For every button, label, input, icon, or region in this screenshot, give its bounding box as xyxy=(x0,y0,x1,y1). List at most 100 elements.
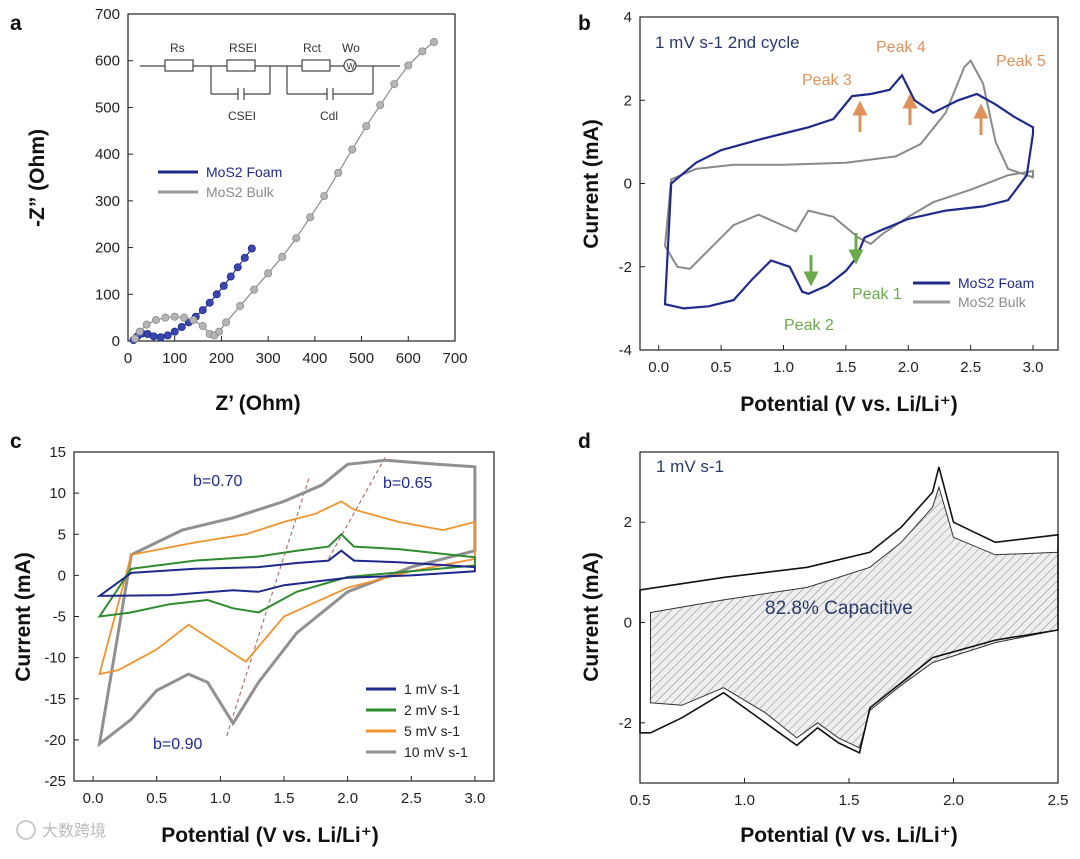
legend-b-bulk: MoS2 Bulk xyxy=(958,294,1027,310)
y-tick-label: 10 xyxy=(49,485,66,502)
x-tick-label: 3.0 xyxy=(1023,359,1044,376)
data-point xyxy=(170,327,179,336)
x-tick-label: 0.0 xyxy=(648,359,669,376)
x-tick-label: 1.0 xyxy=(773,359,794,376)
x-tick-label: 3.0 xyxy=(464,790,485,807)
data-point xyxy=(278,252,287,261)
y-tick-label: 2 xyxy=(624,92,632,109)
data-point xyxy=(233,263,242,272)
y-tick-label: 300 xyxy=(95,193,120,210)
x-tick-label: 2.5 xyxy=(401,790,422,807)
total-cv-curve xyxy=(639,466,1059,755)
legend-a-bulk: MoS2 Bulk xyxy=(206,184,275,200)
y-tick-label: 0 xyxy=(112,333,120,350)
data-point xyxy=(236,301,245,310)
data-point xyxy=(429,38,438,47)
y-tick-label: -25 xyxy=(44,773,66,790)
legend-c-5: 5 mV s-1 xyxy=(404,723,460,739)
y-tick-label: 2 xyxy=(624,514,632,531)
circuit-csei-label: CSEI xyxy=(228,109,256,123)
y-tick-label: 0 xyxy=(624,615,632,632)
x-tick-label: 400 xyxy=(302,350,327,367)
cv-curve-2 xyxy=(98,500,476,676)
data-point xyxy=(250,285,259,294)
x-tick-label: 2.5 xyxy=(960,359,981,376)
b-value-065: b=0.65 xyxy=(383,475,432,492)
b-value-090: b=0.90 xyxy=(153,736,202,753)
cv-curve-bulk xyxy=(663,59,1034,270)
capacitive-area xyxy=(650,485,1059,749)
panel-b-data xyxy=(663,59,1035,310)
panel-c-ticks: 0.0 0.5 1.0 1.5 2.0 2.5 3.0 -25 -20 -15 -10 -5 0 5 10 1… xyxy=(44,444,485,807)
data-point xyxy=(240,253,249,262)
y-tick-label: 0 xyxy=(624,176,632,193)
panel-d-data xyxy=(639,466,1059,755)
data-point xyxy=(198,306,207,315)
legend-c-2: 2 mV s-1 xyxy=(404,702,460,718)
data-point xyxy=(376,101,385,110)
watermark-text: 大数跨境 xyxy=(42,821,106,840)
panel-b-ylabel: Current (mA) xyxy=(580,119,603,249)
x-tick-label: 2.0 xyxy=(337,790,358,807)
panel-a-label: a xyxy=(10,12,22,35)
x-tick-label: 1.5 xyxy=(839,792,860,809)
equivalent-circuit xyxy=(140,58,400,100)
panel-c-data xyxy=(96,455,477,748)
x-tick-label: 1.5 xyxy=(835,359,856,376)
y-tick-label: 400 xyxy=(95,146,120,163)
panel-d-ylabel: Current (mA) xyxy=(580,552,603,682)
data-point xyxy=(264,269,273,278)
x-tick-label: 2.0 xyxy=(943,792,964,809)
y-tick-label: -10 xyxy=(44,650,66,667)
y-tick-label: 5 xyxy=(58,526,66,543)
panel-b-label: b xyxy=(578,12,591,35)
x-tick-label: 200 xyxy=(209,350,234,367)
data-point xyxy=(320,192,329,201)
legend-c-10: 10 mV s-1 xyxy=(404,744,468,760)
y-tick-label: -5 xyxy=(53,609,66,626)
data-point xyxy=(142,320,151,329)
data-point xyxy=(362,122,371,131)
peak5-label: Peak 5 xyxy=(996,53,1046,70)
panel-d-label: d xyxy=(578,430,591,453)
data-point xyxy=(418,47,427,56)
x-tick-label: 0.5 xyxy=(630,792,651,809)
data-point xyxy=(180,313,189,322)
panel-a-ylabel: -Z” (Ohm) xyxy=(26,129,49,227)
panel-d: 0.5 1.0 1.5 2.0 2.5 -2 0 2 1 mV s-1 82.8% Capac… xyxy=(580,451,1069,847)
panel-c-xlabel: Potential (V vs. Li/Li⁺) xyxy=(161,824,379,847)
data-point xyxy=(334,168,343,177)
panel-b-note: 1 mV s-1 2nd cycle xyxy=(655,33,800,52)
y-tick-label: 0 xyxy=(58,567,66,584)
y-tick-label: 700 xyxy=(95,6,120,23)
y-tick-label: -4 xyxy=(619,342,632,359)
x-tick-label: 700 xyxy=(442,350,467,367)
y-tick-label: 4 xyxy=(624,9,632,26)
circuit-rsei-label: RSEI xyxy=(229,41,257,55)
data-point xyxy=(212,290,221,299)
x-tick-label: 2.5 xyxy=(1048,792,1069,809)
circuit-rct-label: Rct xyxy=(303,41,322,55)
capacitive-fraction-label: 82.8% Capacitive xyxy=(765,598,913,619)
data-point xyxy=(170,312,179,321)
circuit-cdl-label: Cdl xyxy=(320,109,338,123)
cv-curve-0 xyxy=(96,549,476,597)
data-point xyxy=(149,332,158,341)
data-point xyxy=(219,281,228,290)
legend-a-foam: MoS2 Foam xyxy=(206,164,282,180)
x-tick-label: 0.5 xyxy=(146,790,167,807)
panel-d-ticks: 0.5 1.0 1.5 2.0 2.5 -2 0 2 xyxy=(619,514,1069,809)
data-point xyxy=(348,145,357,154)
panel-d-xlabel: Potential (V vs. Li/Li⁺) xyxy=(740,824,958,847)
data-point xyxy=(198,322,207,331)
x-tick-label: 1.0 xyxy=(210,790,231,807)
panel-a-ticks: 0 100 200 300 400 500 600 700 0 100 200 300 400 500 60… xyxy=(95,6,468,367)
panel-a-data xyxy=(129,38,438,345)
x-tick-label: 1.0 xyxy=(734,792,755,809)
peak3-label: Peak 3 xyxy=(802,72,852,89)
peak4-label: Peak 4 xyxy=(876,39,926,56)
panel-d-note: 1 mV s-1 xyxy=(656,457,724,476)
data-point xyxy=(222,318,231,327)
b-value-070: b=0.70 xyxy=(193,473,242,490)
peak2-label: Peak 2 xyxy=(784,317,834,334)
